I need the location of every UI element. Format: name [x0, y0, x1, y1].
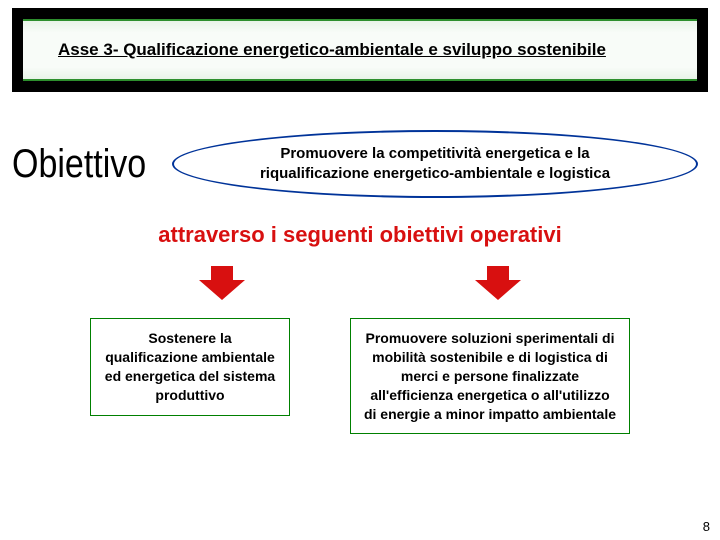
box-right: Promuovere soluzioni sperimentali di mob…: [350, 318, 630, 434]
boxes-row: Sostenere la qualificazione ambientale e…: [0, 318, 720, 434]
objective-row: Obiettivo Promuovere la competitività en…: [12, 128, 708, 200]
through-text: attraverso i seguenti obiettivi operativ…: [158, 222, 561, 247]
arrow-down-icon: [475, 266, 521, 300]
arrows-row: [0, 266, 720, 300]
through-line: attraverso i seguenti obiettivi operativ…: [0, 222, 720, 248]
box-left: Sostenere la qualificazione ambientale e…: [90, 318, 290, 416]
header-title: Asse 3- Qualificazione energetico-ambien…: [58, 40, 606, 60]
page-number: 8: [703, 519, 710, 534]
header-inner: Asse 3- Qualificazione energetico-ambien…: [23, 19, 697, 81]
objective-label: Obiettivo: [12, 142, 146, 187]
header-band: Asse 3- Qualificazione energetico-ambien…: [12, 8, 708, 92]
objective-ellipse: Promuovere la competitività energetica e…: [172, 130, 698, 198]
arrow-down-icon: [199, 266, 245, 300]
objective-text: Promuovere la competitività energetica e…: [234, 144, 636, 185]
